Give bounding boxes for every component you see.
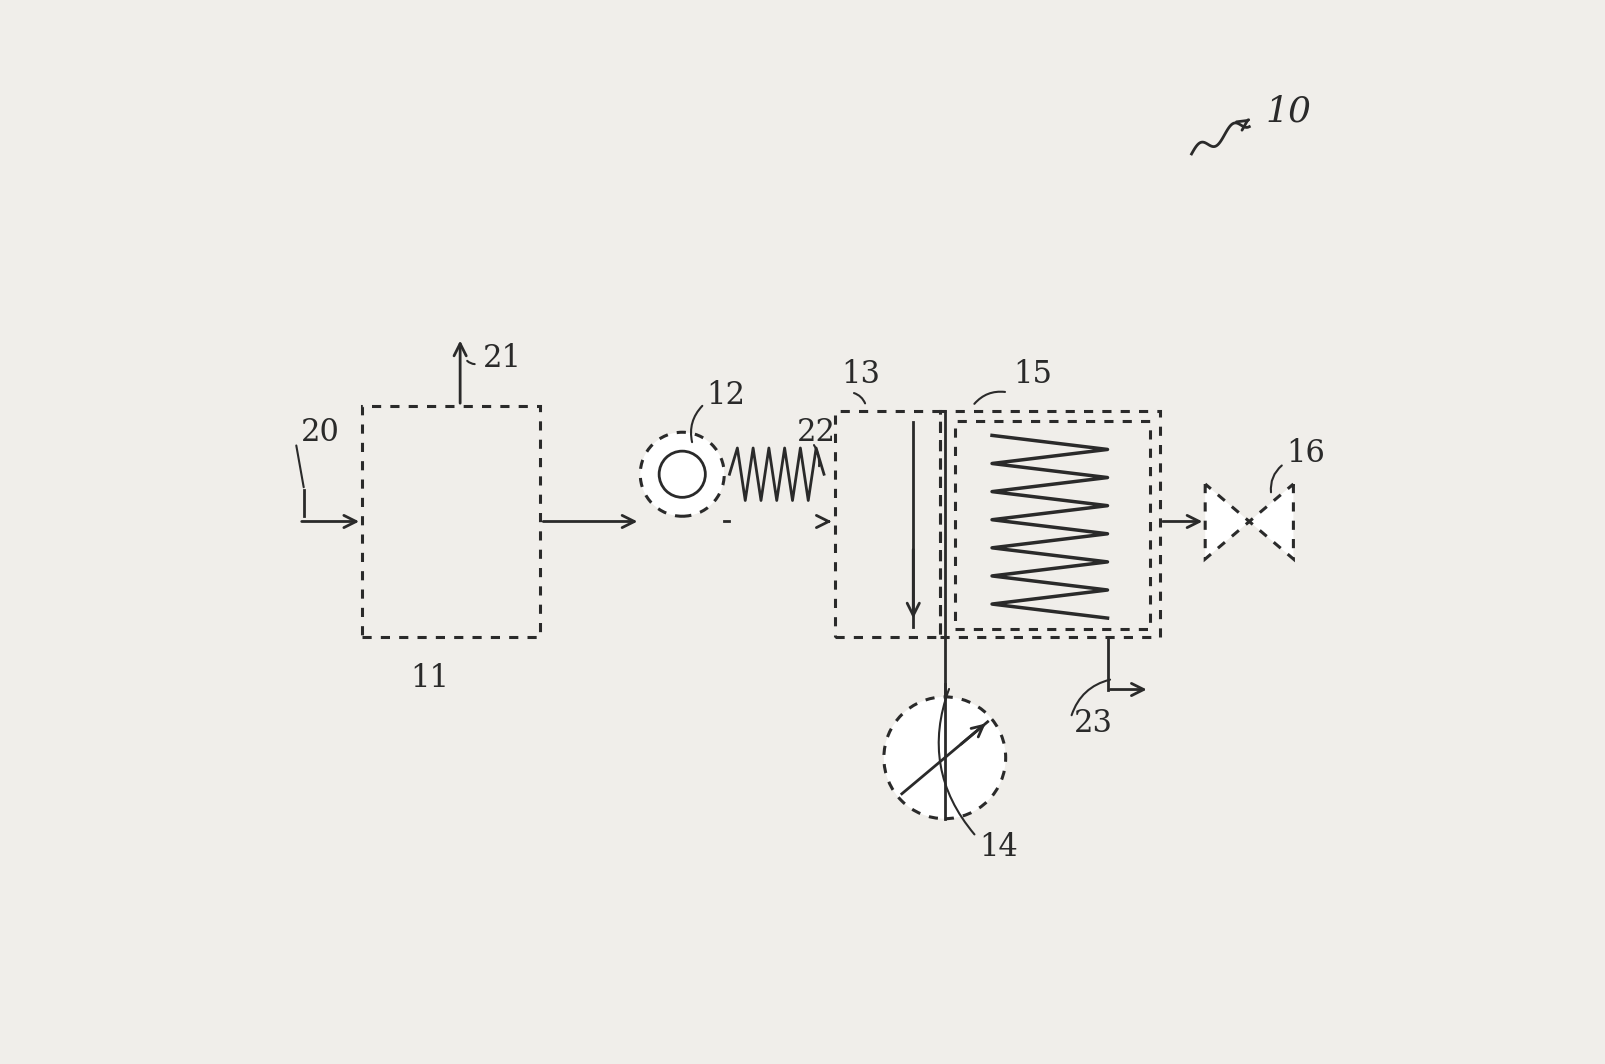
Text: 10: 10	[1265, 95, 1310, 129]
Bar	[955, 420, 1149, 629]
Text: 15: 15	[1013, 360, 1051, 390]
Polygon shape	[1204, 484, 1249, 559]
Text: 11: 11	[411, 663, 449, 695]
Polygon shape	[1249, 484, 1292, 559]
Circle shape	[883, 697, 1005, 818]
Text: 12: 12	[706, 380, 745, 411]
Text: 14: 14	[979, 832, 1018, 863]
Text: 23: 23	[1074, 708, 1112, 738]
Text: 13: 13	[841, 360, 880, 390]
Circle shape	[640, 432, 724, 516]
Text: 16: 16	[1286, 437, 1324, 469]
Text: 21: 21	[483, 344, 522, 375]
Text: 20: 20	[300, 417, 340, 448]
Bar	[939, 412, 1159, 637]
Text: 22: 22	[796, 417, 835, 448]
Bar	[361, 406, 541, 637]
Bar	[835, 412, 939, 637]
